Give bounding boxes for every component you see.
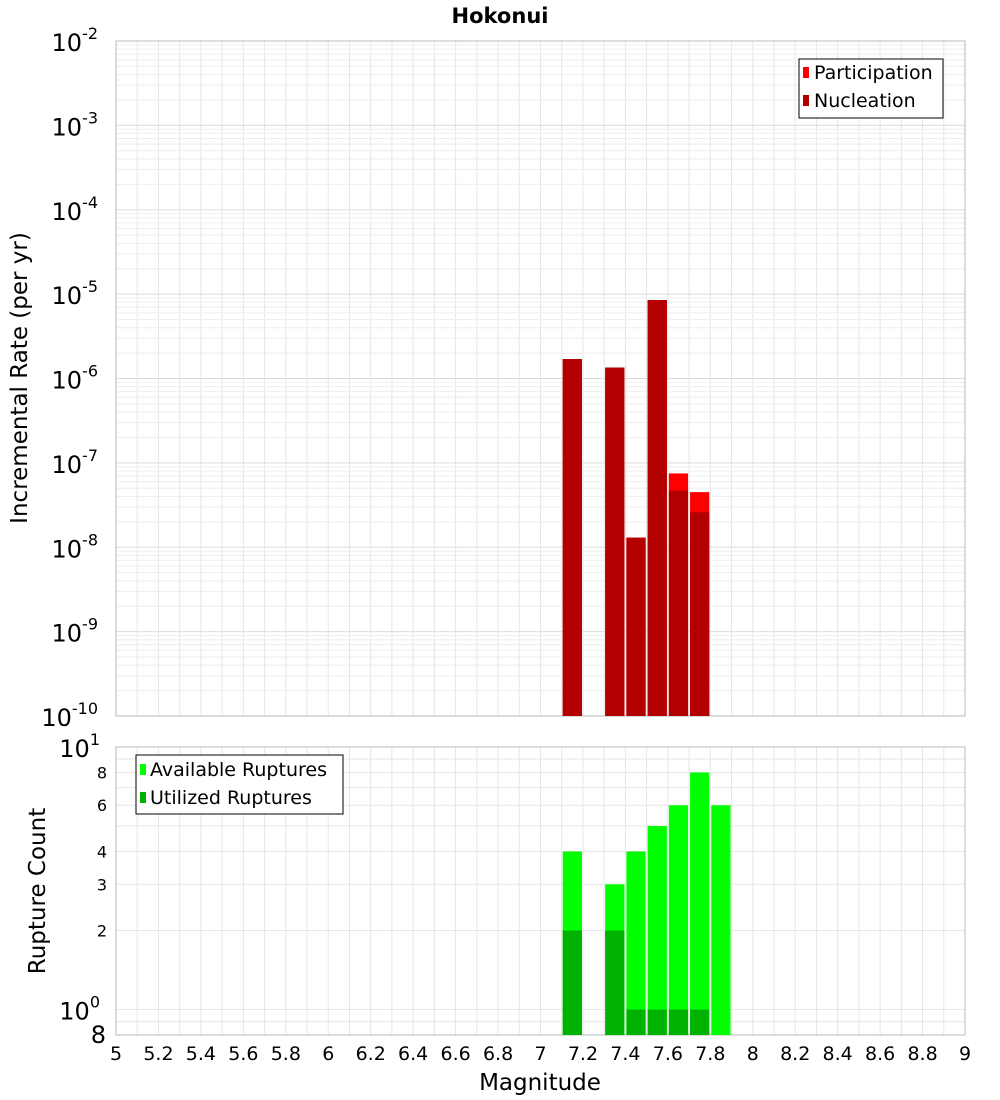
rate-y-axis-label: Incremental Rate (per yr)	[7, 232, 33, 524]
count-legend-box	[135, 754, 344, 815]
x-tick-label: 6.6	[440, 1043, 470, 1065]
x-tick-label: 8.2	[780, 1043, 810, 1065]
rate-legend: Participation Nucleation	[798, 58, 944, 119]
legend-label-participation: Participation	[814, 62, 933, 84]
count-bar-series1	[690, 772, 710, 1035]
rate-y-tick-label: 10-5	[52, 277, 99, 310]
count-bar-series2	[690, 1009, 710, 1035]
x-tick-label: 8.8	[907, 1043, 937, 1065]
count-y-tick-label: 2	[97, 922, 107, 941]
rate-bars	[562, 300, 710, 716]
legend-swatch-participation	[803, 67, 809, 78]
rate-bar-series2	[562, 359, 582, 716]
count-y-tick-label: 6	[97, 796, 107, 815]
rate-bar-series2	[647, 300, 667, 716]
count-bar-series1	[626, 851, 646, 1035]
x-tick-label: 7.4	[610, 1043, 640, 1065]
count-bar-series1	[668, 805, 689, 1035]
x-tick-label: 6.8	[483, 1043, 513, 1065]
count-y-tick-label: 8	[97, 763, 107, 782]
count-bar-series1	[647, 826, 667, 1035]
count-y-tick-label: 3	[97, 875, 107, 894]
legend-label-nucleation: Nucleation	[814, 90, 916, 112]
x-tick-label: 5.4	[186, 1043, 216, 1065]
x-tick-label: 5.2	[143, 1043, 173, 1065]
rate-plot-frame	[115, 40, 966, 717]
rate-y-tick-label: 10-10	[41, 699, 98, 732]
rate-y-tick-label: 10-3	[52, 108, 99, 141]
x-axis-label: Magnitude	[479, 1070, 601, 1096]
count-y-tick-label: 101	[59, 730, 100, 763]
x-tick-label: 7.2	[568, 1043, 598, 1065]
rate-y-ticks: 10-2 10-3 10-4 10-5 10-6 10-7 10-8 10-9 10-10	[41, 24, 98, 732]
count-bar-series2	[605, 930, 625, 1035]
count-bar-series2	[668, 1009, 689, 1035]
x-tick-label: 7.6	[653, 1043, 683, 1065]
rate-y-tick-label: 10-2	[52, 24, 99, 57]
count-bar-series2	[647, 1009, 667, 1035]
rate-y-tick-label: 10-7	[52, 446, 99, 479]
legend-swatch-available	[140, 764, 146, 775]
x-tick-label: 5	[110, 1043, 122, 1065]
rate-y-tick-label: 10-9	[52, 615, 99, 648]
x-tick-label: 5.8	[271, 1043, 301, 1065]
rate-grid	[115, 41, 966, 717]
count-bars	[562, 772, 731, 1035]
rate-bar-series2	[690, 512, 710, 716]
x-tick-label: 5.6	[228, 1043, 258, 1065]
x-tick-label: 6.4	[398, 1043, 428, 1065]
count-y-axis-label: Rupture Count	[25, 808, 51, 974]
count-bar-series2	[626, 1009, 646, 1035]
legend-label-available: Available Ruptures	[150, 759, 327, 781]
rate-legend-box	[798, 58, 944, 119]
legend-swatch-nucleation	[803, 95, 809, 106]
chart-title: Hokonui	[452, 4, 549, 28]
rate-bar-series2	[605, 367, 625, 716]
count-y-tick-label: 4	[97, 842, 107, 861]
x-tick-label: 8.6	[865, 1043, 895, 1065]
x-tick-label: 7	[534, 1043, 546, 1065]
count-legend: Available Ruptures Utilized Ruptures	[135, 754, 344, 815]
count-y-tick-label: 100	[59, 993, 100, 1026]
rate-y-tick-label: 10-4	[52, 193, 99, 226]
rate-y-tick-label: 10-8	[52, 530, 99, 563]
x-tick-label: 8	[747, 1043, 759, 1065]
rate-bar-series2	[626, 537, 646, 716]
x-tick-label: 8.4	[823, 1043, 853, 1065]
x-tick-label: 9	[959, 1043, 971, 1065]
legend-label-utilized: Utilized Ruptures	[150, 787, 312, 809]
rate-y-tick-label: 10-6	[52, 362, 99, 395]
count-bar-series1	[711, 805, 731, 1035]
count-bar-series2	[562, 930, 582, 1035]
rate-panel: 10-2 10-3 10-4 10-5 10-6 10-7 10-8 10-9 10-10 In…	[7, 24, 966, 732]
count-plot-frame	[115, 746, 966, 1036]
legend-swatch-utilized	[140, 792, 146, 803]
count-y-tick-label: 8	[91, 1021, 106, 1049]
x-tick-label: 6.2	[356, 1043, 386, 1065]
x-tick-label: 7.8	[695, 1043, 725, 1065]
x-tick-labels: 5 5.2 5.4 5.6 5.8 6 6.2 6.4 6.6 6.8 7 7.2 7.4 7.6 7.8 8…	[110, 1043, 971, 1065]
rate-bar-series2	[668, 490, 689, 716]
x-tick-label: 6	[322, 1043, 334, 1065]
